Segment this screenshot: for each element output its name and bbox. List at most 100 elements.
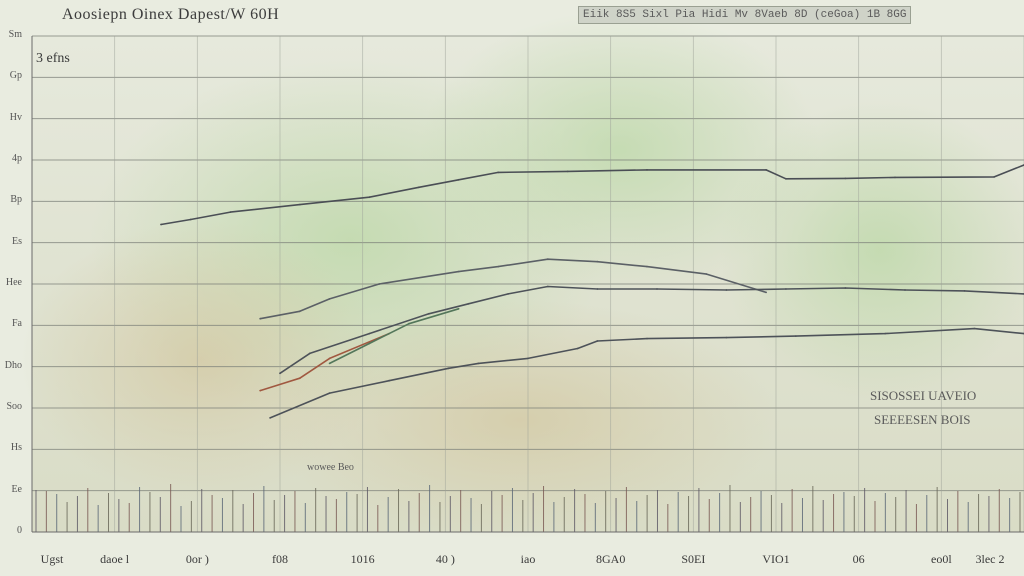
y-tick-label: Gp (9, 70, 22, 82)
x-tick-label: iao (520, 552, 536, 566)
series-point (259, 317, 262, 320)
y-tick-label: Bp (10, 194, 22, 206)
series-point (328, 362, 331, 365)
wash-1 (420, 10, 820, 290)
y-tick-label: 4p (12, 153, 22, 164)
series-point (963, 290, 966, 292)
series-point (308, 352, 311, 355)
y-tick-label: Hv (9, 111, 22, 123)
series-point (467, 302, 470, 305)
series-point (418, 186, 420, 189)
series-point (447, 367, 450, 370)
series-point (705, 273, 708, 275)
panel-label: 3 efns (36, 51, 70, 66)
series-point (844, 287, 847, 289)
wash-4 (260, 300, 780, 540)
y-tick-label: Fa (12, 318, 22, 330)
series-point (576, 347, 579, 350)
y-tick-label: Es (12, 235, 22, 247)
series-point (566, 170, 569, 173)
series-point (328, 298, 331, 300)
y-tick-label: Soo (6, 401, 22, 412)
x-tick-label: VIO1 (762, 552, 790, 566)
series-point (189, 218, 192, 221)
x-tick-label: 8GA0 (595, 552, 626, 566)
series-line-0 (160, 164, 1024, 226)
series-point (725, 336, 728, 339)
series-point (646, 337, 648, 340)
series-point (596, 340, 599, 342)
series-point (269, 417, 271, 419)
series-point (378, 283, 381, 285)
series-point (298, 310, 301, 313)
y-tick-label: 0 (17, 525, 22, 536)
y-tick-label: Ee (11, 483, 22, 495)
series-point (725, 289, 728, 291)
series-point (298, 203, 301, 206)
series-point (646, 265, 648, 268)
series-point (279, 372, 281, 375)
y-tick-label: Sm (8, 29, 22, 40)
series-point (388, 379, 390, 382)
series-point (884, 332, 886, 335)
series-point (497, 265, 500, 268)
series-point (794, 335, 797, 337)
x-tick-label: f08 (272, 552, 288, 566)
series-point (596, 260, 599, 263)
series-point (368, 342, 371, 345)
series-point (368, 196, 371, 199)
series-line-5 (329, 308, 459, 365)
chart-title: Aoosiepn Oinex Dapest/W 60H (62, 6, 280, 23)
series-point (546, 285, 549, 288)
background-washes (20, 10, 1024, 540)
chart-subtitle: Eiik 8S5 Sixl Pia Hidi Mv 8Vaeb 8D (ceGo… (578, 6, 912, 24)
series-point (507, 293, 510, 295)
series-point (785, 177, 787, 180)
series-point (328, 392, 331, 394)
x-tick-label: daoe l (100, 552, 130, 566)
series-point (646, 169, 648, 171)
series-point (229, 211, 232, 214)
series-point (546, 258, 549, 261)
series-point (408, 322, 410, 325)
x-tick-label: 3lec 2 (975, 552, 1005, 566)
x-tick-label: 40 ) (435, 552, 455, 566)
series-point (904, 289, 906, 291)
series-point (765, 291, 767, 294)
x-tick-label: 1016 (350, 552, 375, 566)
x-tick-label: eo0l (930, 552, 952, 566)
annotation-1: SISOSSEI UAVEIO (870, 388, 977, 403)
x-tick-label: 06 (852, 552, 865, 566)
annotation-2: SEEEESEN BOIS (874, 412, 971, 427)
series-point (844, 177, 847, 180)
series-point (477, 362, 480, 365)
series-point (368, 332, 371, 335)
series-point (894, 176, 896, 179)
series-point (765, 169, 767, 171)
series-point (527, 357, 529, 360)
series-point (298, 377, 301, 380)
series-point (328, 357, 331, 360)
y-tick-label: Hee (5, 277, 22, 288)
x-tick-label: 0or ) (185, 552, 209, 566)
y-tick-label: Hs (10, 442, 22, 454)
series-point (656, 288, 658, 290)
series-point (259, 389, 262, 392)
series-point (785, 288, 787, 290)
spike-series (35, 484, 1021, 532)
series-line-3 (269, 327, 1024, 419)
series-point (993, 176, 996, 178)
line-series (160, 164, 1024, 419)
x-tick-label: S0EI (681, 552, 706, 566)
series-point (497, 171, 500, 174)
series-point (160, 223, 162, 226)
series-point (596, 288, 599, 290)
y-tick-label: Dho (4, 359, 22, 371)
series-point (427, 312, 430, 315)
series-line-4 (259, 332, 390, 392)
x-tick-label: Ugst (40, 552, 64, 566)
series-point (457, 178, 460, 181)
series-point (457, 270, 460, 273)
annotation-3: wowee Beo (307, 462, 354, 473)
